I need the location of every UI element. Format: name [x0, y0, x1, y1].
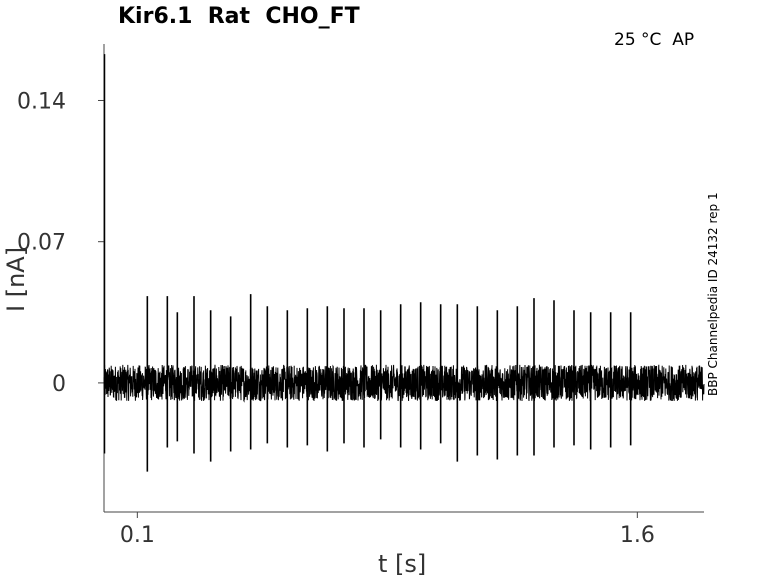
chart-title: Kir6.1 Rat CHO_FT [118, 4, 360, 29]
y-tick-label: 0.07 [17, 231, 66, 256]
condition-annotation: 25 °C AP [614, 30, 695, 50]
x-tick-label: 0.1 [120, 523, 155, 548]
noise-trace [103, 364, 705, 403]
y-tick-label: 0.14 [17, 89, 66, 114]
x-axis-label: t [s] [378, 550, 427, 578]
y-tick-label: 0 [52, 372, 66, 397]
tick-labels: 0 0.07 0.14 0.1 1.6 [17, 89, 655, 548]
trace-series [103, 54, 705, 472]
x-tick-label: 1.6 [620, 523, 655, 548]
